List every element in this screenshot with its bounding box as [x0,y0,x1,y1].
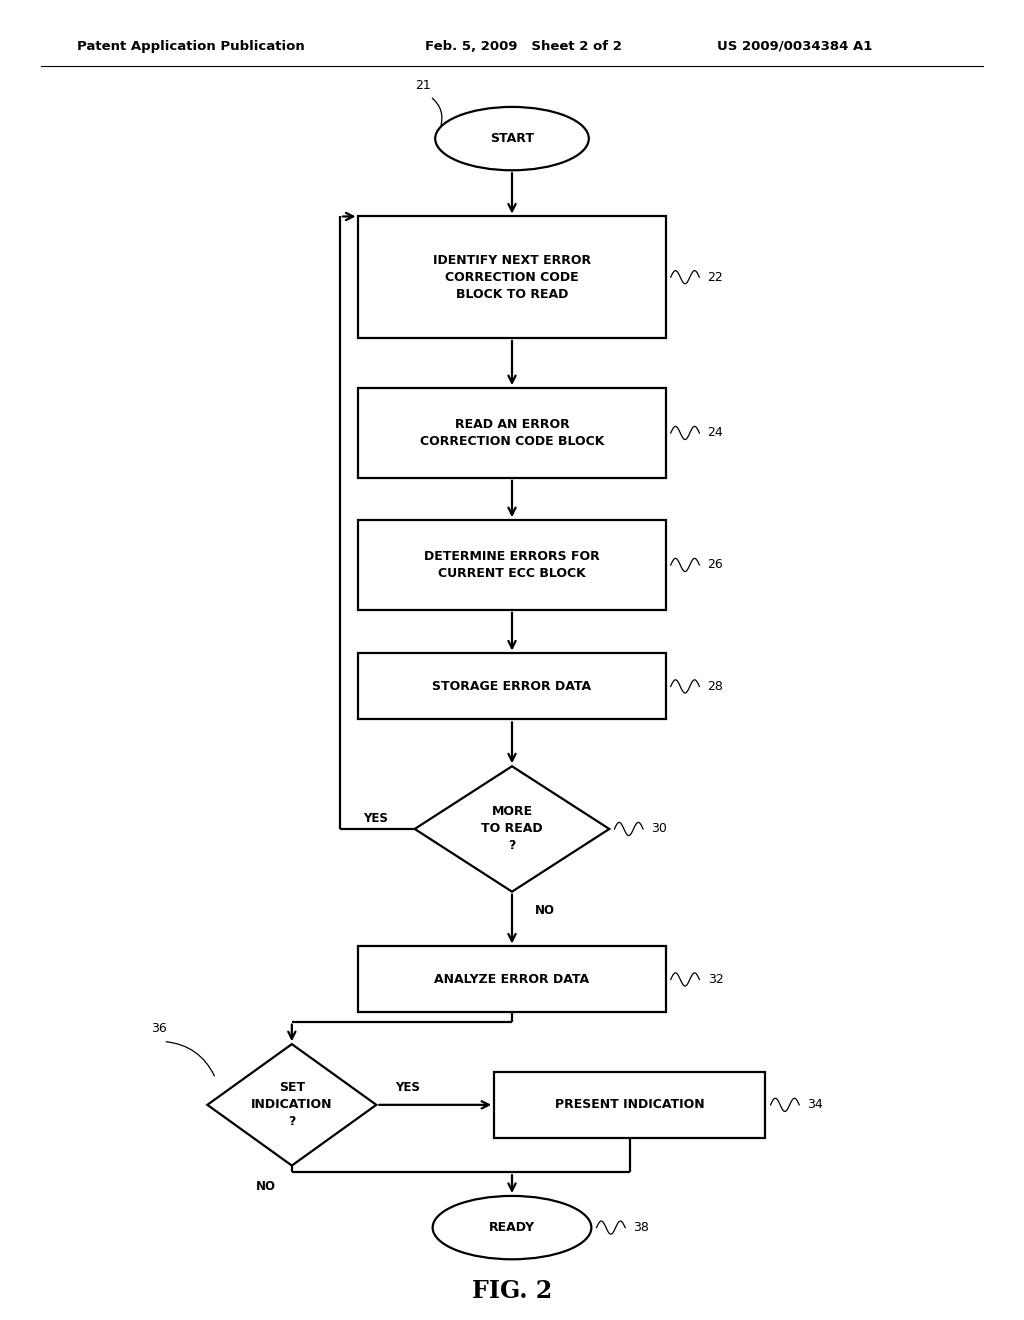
Text: 32: 32 [708,973,723,986]
Text: 38: 38 [633,1221,649,1234]
Text: Patent Application Publication: Patent Application Publication [77,40,304,53]
Bar [358,653,666,719]
Bar [358,388,666,478]
Text: Feb. 5, 2009   Sheet 2 of 2: Feb. 5, 2009 Sheet 2 of 2 [425,40,622,53]
Text: NO: NO [256,1180,276,1193]
Text: NO: NO [535,904,555,916]
Bar [358,216,666,338]
Text: US 2009/0034384 A1: US 2009/0034384 A1 [717,40,872,53]
Text: 22: 22 [708,271,723,284]
Text: YES: YES [395,1081,420,1094]
Bar [358,946,666,1012]
Text: STORAGE ERROR DATA: STORAGE ERROR DATA [432,680,592,693]
Text: 34: 34 [808,1098,823,1111]
Text: IDENTIFY NEXT ERROR
CORRECTION CODE
BLOCK TO READ: IDENTIFY NEXT ERROR CORRECTION CODE BLOC… [433,253,591,301]
Text: 21: 21 [415,79,430,92]
Bar [494,1072,766,1138]
Text: PRESENT INDICATION: PRESENT INDICATION [555,1098,705,1111]
Text: YES: YES [364,812,388,825]
Text: ANALYZE ERROR DATA: ANALYZE ERROR DATA [434,973,590,986]
Bar [358,520,666,610]
Text: READY: READY [488,1221,536,1234]
Text: 30: 30 [651,822,668,836]
Text: FIG. 2: FIG. 2 [472,1279,552,1303]
Text: 36: 36 [151,1022,167,1035]
Text: 28: 28 [708,680,724,693]
Text: MORE
TO READ
?: MORE TO READ ? [481,805,543,853]
Text: DETERMINE ERRORS FOR
CURRENT ECC BLOCK: DETERMINE ERRORS FOR CURRENT ECC BLOCK [424,550,600,579]
Text: 24: 24 [708,426,723,440]
Text: READ AN ERROR
CORRECTION CODE BLOCK: READ AN ERROR CORRECTION CODE BLOCK [420,418,604,447]
Text: SET
INDICATION
?: SET INDICATION ? [251,1081,333,1129]
Text: 26: 26 [708,558,723,572]
Text: START: START [490,132,534,145]
